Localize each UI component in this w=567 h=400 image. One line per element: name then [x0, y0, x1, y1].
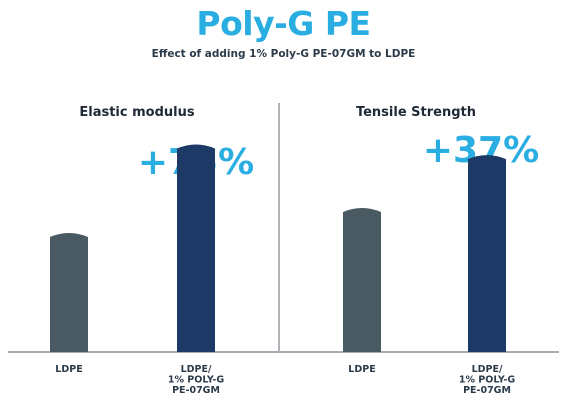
- panel-title-elastic-modulus: Elastic modulus: [79, 105, 194, 120]
- tick-label-line: PE-07GM: [463, 385, 511, 396]
- tick-label-elastic-polyg: LDPE/1% POLY-G PE-07GM: [168, 364, 224, 396]
- bar-elastic-polyg: [177, 144, 215, 352]
- tensile-strength-panel: Tensile Strength +37% LDPE LDPE/1% POLY-…: [343, 105, 539, 396]
- tick-label-line: LDPE: [348, 364, 375, 375]
- tick-label-line: PE-07GM: [172, 385, 220, 396]
- chart-title: Poly-G PE: [196, 4, 371, 43]
- tick-label-tensile-ldpe: LDPE: [348, 364, 375, 375]
- bar-tensile-polyg: [468, 155, 506, 352]
- tick-label-line: 1% POLY-G: [459, 375, 515, 386]
- tick-label-line: LDPE/: [472, 364, 503, 375]
- chart-subtitle: Effect of adding 1% Poly-G PE-07GM to LD…: [151, 48, 416, 60]
- tick-label-line: LDPE/: [181, 364, 212, 375]
- panel-title-tensile-strength: Tensile Strength: [356, 105, 476, 120]
- tick-label-line: LDPE: [55, 364, 82, 375]
- elastic-modulus-panel: Elastic modulus +75% LDPE LDPE/1% POLY-G…: [50, 105, 254, 396]
- bar-tensile-ldpe: [343, 208, 381, 352]
- tick-label-tensile-polyg: LDPE/1% POLY-G PE-07GM: [459, 364, 515, 396]
- tick-label-elastic-ldpe: LDPE: [55, 364, 82, 375]
- bar-elastic-ldpe: [50, 233, 88, 352]
- tick-label-line: 1% POLY-G: [168, 375, 224, 386]
